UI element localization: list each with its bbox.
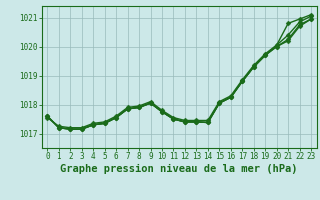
X-axis label: Graphe pression niveau de la mer (hPa): Graphe pression niveau de la mer (hPa) [60,164,298,174]
